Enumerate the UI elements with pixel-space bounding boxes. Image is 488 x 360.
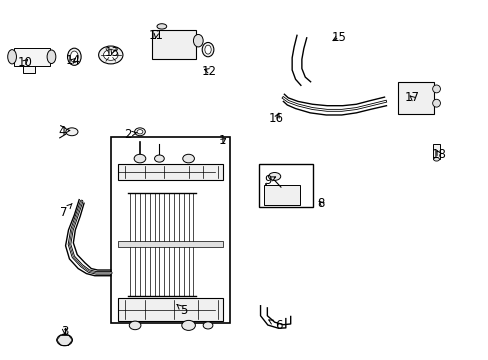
Ellipse shape [268,172,280,180]
Text: 12: 12 [202,64,217,77]
Bar [432,144,440,158]
Circle shape [154,155,164,162]
Bar [264,185,300,205]
Bar [152,30,196,59]
Text: 14: 14 [66,54,81,67]
Bar [259,164,312,207]
Text: 9: 9 [264,174,275,187]
Circle shape [183,154,194,163]
Ellipse shape [157,24,166,29]
Bar [111,137,229,323]
Text: 18: 18 [431,148,446,161]
Ellipse shape [8,50,17,64]
Text: 11: 11 [148,29,163,42]
Bar [397,82,433,114]
Ellipse shape [432,99,440,107]
Ellipse shape [204,45,211,54]
Text: 16: 16 [268,112,284,125]
Bar [118,242,222,247]
Circle shape [203,322,212,329]
Text: 2: 2 [124,128,137,141]
Ellipse shape [47,50,56,64]
Text: 8: 8 [317,197,325,210]
Circle shape [134,154,145,163]
Bar [118,298,222,321]
Ellipse shape [193,35,203,47]
Bar [23,66,35,73]
Bar [14,48,50,66]
Bar [118,164,222,180]
Text: 10: 10 [17,55,32,69]
Circle shape [57,334,72,346]
Circle shape [129,321,141,330]
Ellipse shape [433,157,439,161]
Text: 3: 3 [61,325,68,338]
Text: 7: 7 [60,203,72,219]
Text: 17: 17 [404,91,419,104]
Text: 4: 4 [58,125,70,138]
Circle shape [182,320,195,330]
Text: 5: 5 [177,304,187,317]
Ellipse shape [134,128,145,136]
Circle shape [99,46,122,64]
Text: 15: 15 [331,31,346,44]
Circle shape [103,50,118,60]
Ellipse shape [202,42,213,57]
Ellipse shape [70,51,78,63]
Ellipse shape [137,130,142,134]
Ellipse shape [432,85,440,93]
Ellipse shape [66,128,78,136]
Text: 13: 13 [104,46,120,59]
Ellipse shape [67,48,81,65]
Text: 1: 1 [219,134,226,147]
Text: 6: 6 [268,319,282,332]
